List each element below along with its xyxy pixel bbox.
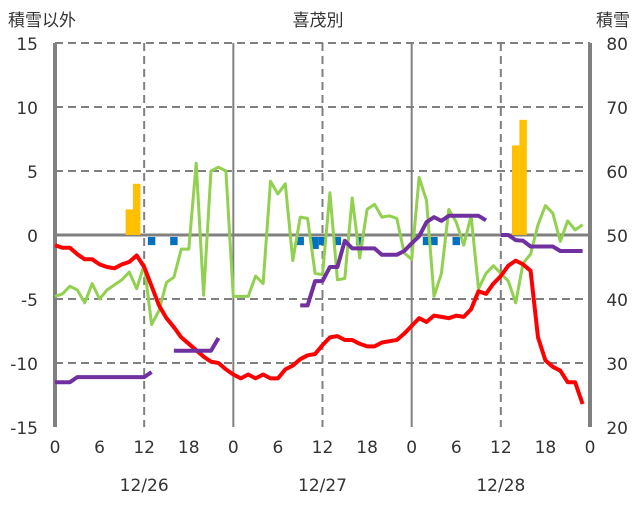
precip-bar — [311, 237, 319, 249]
y-tick-label: 15 — [16, 35, 38, 55]
snowfall-bar — [511, 145, 520, 235]
x-tick-label: 6 — [273, 438, 284, 458]
y2-tick-label: 20 — [606, 419, 628, 439]
red-series-line — [54, 243, 585, 405]
x-tick-label: 6 — [94, 438, 105, 458]
x-tick-label: 0 — [228, 438, 239, 458]
purple-series-line — [55, 213, 583, 385]
snowfall-bar — [133, 183, 141, 235]
precip-bar — [355, 237, 364, 246]
precip-bar — [147, 237, 156, 246]
snowfall-bar — [125, 209, 134, 235]
right-axis-title: 積雪 — [596, 11, 630, 31]
precip-bar — [422, 237, 431, 246]
snowfall-bar — [519, 119, 527, 235]
date-label: 12/28 — [476, 476, 525, 496]
x-tick-label: 18 — [356, 438, 378, 458]
y-tick-label: 5 — [27, 163, 38, 183]
x-tick-label: 0 — [50, 438, 61, 458]
y2-tick-label: 30 — [606, 355, 628, 375]
x-tick-label: 12 — [133, 438, 155, 458]
x-tick-label: 18 — [535, 438, 557, 458]
x-tick-label: 18 — [178, 438, 200, 458]
left-axis-title: 積雪以外 — [8, 11, 76, 31]
x-tick-label: 0 — [585, 438, 596, 458]
y-tick-label: -15 — [10, 419, 38, 439]
x-tick-label: 0 — [406, 438, 417, 458]
date-label: 12/26 — [120, 476, 169, 496]
precip-bar — [430, 237, 438, 246]
precip-bar — [318, 237, 327, 246]
precip-bar — [452, 237, 460, 246]
precip-bar — [333, 237, 342, 246]
precip-bar — [296, 237, 304, 246]
y-tick-label: -5 — [21, 291, 38, 311]
y-tick-label: 0 — [27, 227, 38, 247]
y2-tick-label: 60 — [606, 163, 628, 183]
y2-tick-label: 80 — [606, 35, 628, 55]
y2-tick-label: 70 — [606, 99, 628, 119]
x-tick-label: 12 — [490, 438, 512, 458]
chart-title: 喜茂別 — [293, 11, 344, 31]
y2-tick-label: 50 — [606, 227, 628, 247]
y2-tick-label: 40 — [606, 291, 628, 311]
x-tick-label: 6 — [451, 438, 462, 458]
y-tick-label: 10 — [16, 99, 38, 119]
date-label: 12/27 — [298, 476, 347, 496]
x-tick-label: 12 — [312, 438, 334, 458]
precip-bar — [170, 237, 178, 246]
y-tick-label: -10 — [10, 355, 38, 375]
